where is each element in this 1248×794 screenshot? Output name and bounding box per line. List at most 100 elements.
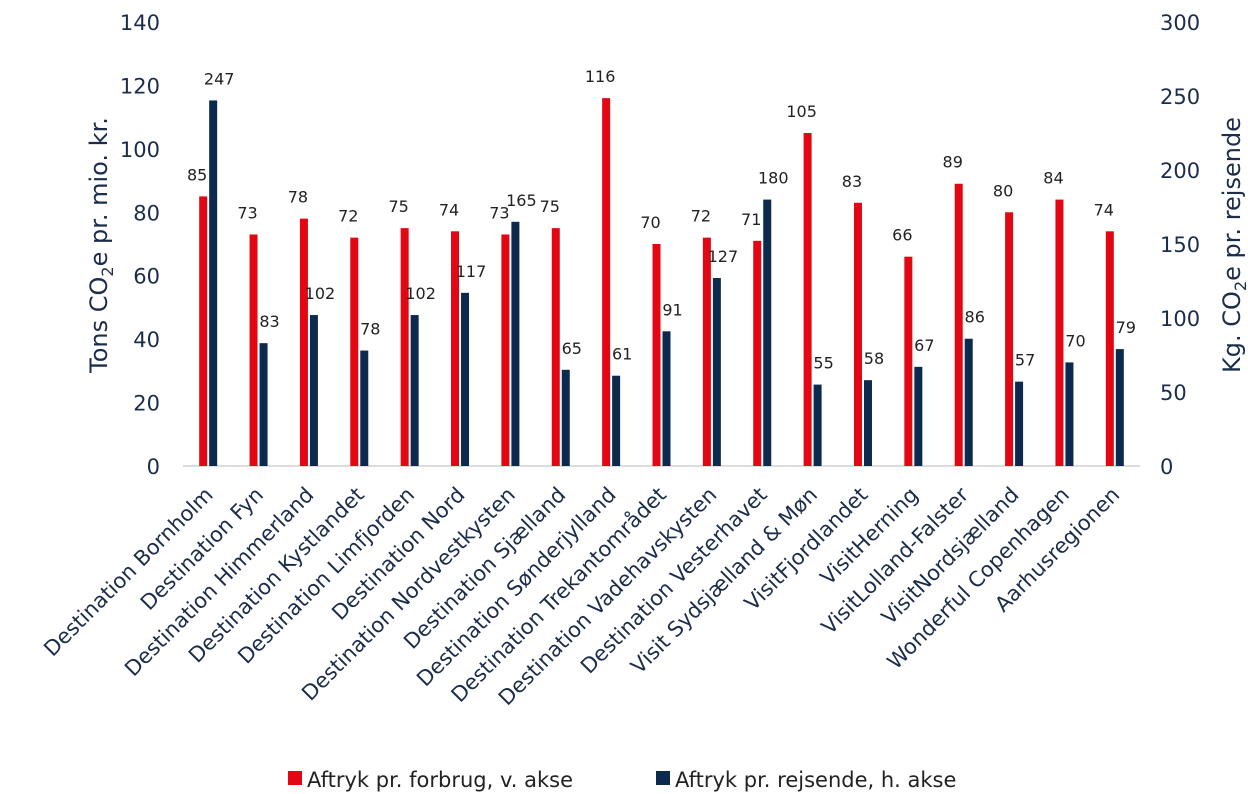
data-label-rejsende: 67 [914, 336, 934, 355]
right-tick-label: 250 [1160, 85, 1200, 109]
bar-forbrug [702, 237, 711, 466]
right-axis-ticks: 0 50 100 150 200 250 300 [1160, 11, 1200, 479]
bar-forbrug [1005, 212, 1014, 466]
data-label-forbrug: 72 [691, 207, 711, 226]
bar-forbrug [904, 256, 913, 466]
bar-rejsende [309, 315, 318, 466]
left-tick-label: 0 [147, 455, 160, 479]
data-label-rejsende: 127 [708, 247, 739, 266]
right-tick-label: 150 [1160, 233, 1200, 257]
bar-rejsende [410, 315, 419, 466]
bar-forbrug [299, 218, 308, 466]
data-label-rejsende: 70 [1065, 331, 1085, 350]
right-tick-label: 0 [1160, 455, 1173, 479]
bar-forbrug [451, 231, 460, 466]
data-label-forbrug: 73 [489, 203, 509, 222]
left-tick-label: 140 [120, 11, 160, 35]
legend-label-forbrug: Aftryk pr. forbrug, v. akse [307, 768, 573, 792]
legend-label-rejsende: Aftryk pr. rejsende, h. akse [675, 768, 956, 792]
legend: Aftryk pr. forbrug, v. akse Aftryk pr. r… [288, 768, 956, 792]
data-label-rejsende: 165 [506, 191, 537, 210]
data-label-rejsende: 102 [305, 284, 336, 303]
data-label-forbrug: 72 [338, 207, 358, 226]
right-tick-label: 50 [1160, 381, 1187, 405]
bar-forbrug [249, 234, 258, 466]
legend-swatch-rejsende [656, 771, 670, 785]
legend-swatch-forbrug [288, 771, 302, 785]
data-label-rejsende: 180 [758, 169, 789, 188]
bar-rejsende [763, 199, 772, 466]
right-tick-label: 200 [1160, 159, 1200, 183]
left-tick-label: 20 [133, 392, 160, 416]
data-label-forbrug: 71 [741, 210, 761, 229]
right-tick-label: 100 [1160, 307, 1200, 331]
bar-marks [199, 98, 1124, 466]
data-label-forbrug: 66 [892, 226, 912, 245]
data-label-forbrug: 74 [439, 200, 459, 219]
bar-rejsende [863, 380, 872, 466]
bar-rejsende [1115, 349, 1124, 466]
data-label-rejsende: 58 [864, 349, 884, 368]
data-label-rejsende: 102 [405, 284, 436, 303]
data-label-forbrug: 75 [540, 197, 560, 216]
data-label-rejsende: 65 [562, 339, 582, 358]
data-label-rejsende: 61 [612, 345, 632, 364]
bar-forbrug [803, 133, 812, 466]
bar-forbrug [652, 244, 661, 466]
bar-rejsende [1065, 362, 1074, 466]
data-label-forbrug: 70 [640, 213, 660, 232]
data-label-forbrug: 74 [1094, 200, 1114, 219]
data-label-forbrug: 83 [842, 172, 862, 191]
bar-rejsende [964, 338, 973, 466]
bar-forbrug [400, 228, 409, 466]
bar-forbrug [602, 98, 611, 466]
data-label-forbrug: 73 [237, 203, 257, 222]
bar-rejsende [561, 369, 570, 466]
bar-rejsende [813, 384, 822, 466]
data-label-forbrug: 80 [993, 181, 1013, 200]
bar-forbrug [1055, 199, 1064, 466]
left-tick-label: 100 [120, 138, 160, 162]
bar-forbrug [350, 237, 359, 466]
left-axis-title: Tons CO2e pr. mio. kr. [85, 117, 117, 374]
data-label-forbrug: 85 [187, 165, 207, 184]
bar-rejsende [1015, 381, 1024, 466]
data-label-forbrug: 75 [388, 197, 408, 216]
bar-rejsende [461, 292, 470, 466]
bar-forbrug [501, 234, 510, 466]
bar-forbrug [1105, 231, 1114, 466]
data-label-forbrug: 105 [786, 102, 817, 121]
data-label-rejsende: 57 [1015, 351, 1035, 370]
bar-rejsende [209, 100, 218, 466]
data-label-forbrug: 116 [585, 67, 616, 86]
right-tick-label: 300 [1160, 11, 1200, 35]
data-label-forbrug: 78 [288, 188, 308, 207]
data-label-rejsende: 55 [813, 354, 833, 373]
bar-rejsende [259, 343, 268, 466]
bar-rejsende [612, 375, 621, 466]
left-axis-ticks: 0 20 40 60 80 100 120 140 [120, 11, 160, 479]
data-label-rejsende: 86 [965, 308, 985, 327]
data-label-rejsende: 91 [662, 300, 682, 319]
left-tick-label: 120 [120, 74, 160, 98]
data-label-rejsende: 78 [360, 320, 380, 339]
bar-rejsende [511, 221, 520, 466]
bar-forbrug [753, 240, 762, 466]
bar-rejsende [914, 366, 923, 466]
bar-rejsende [360, 350, 369, 466]
category-label: Destination Himmerland [120, 483, 318, 681]
bar-rejsende [712, 278, 721, 466]
data-label-rejsende: 117 [456, 262, 487, 281]
bar-forbrug [199, 196, 208, 466]
left-tick-label: 60 [133, 265, 160, 289]
data-label-forbrug: 89 [943, 153, 963, 172]
left-tick-label: 80 [133, 201, 160, 225]
bar-forbrug [551, 228, 560, 466]
data-label-rejsende: 79 [1116, 318, 1136, 337]
right-axis-title: Kg. CO2e pr. rejsende [1218, 117, 1248, 373]
data-label-rejsende: 247 [204, 69, 235, 88]
bar-forbrug [954, 183, 963, 466]
data-label-rejsende: 83 [259, 312, 279, 331]
bar-rejsende [662, 331, 671, 466]
